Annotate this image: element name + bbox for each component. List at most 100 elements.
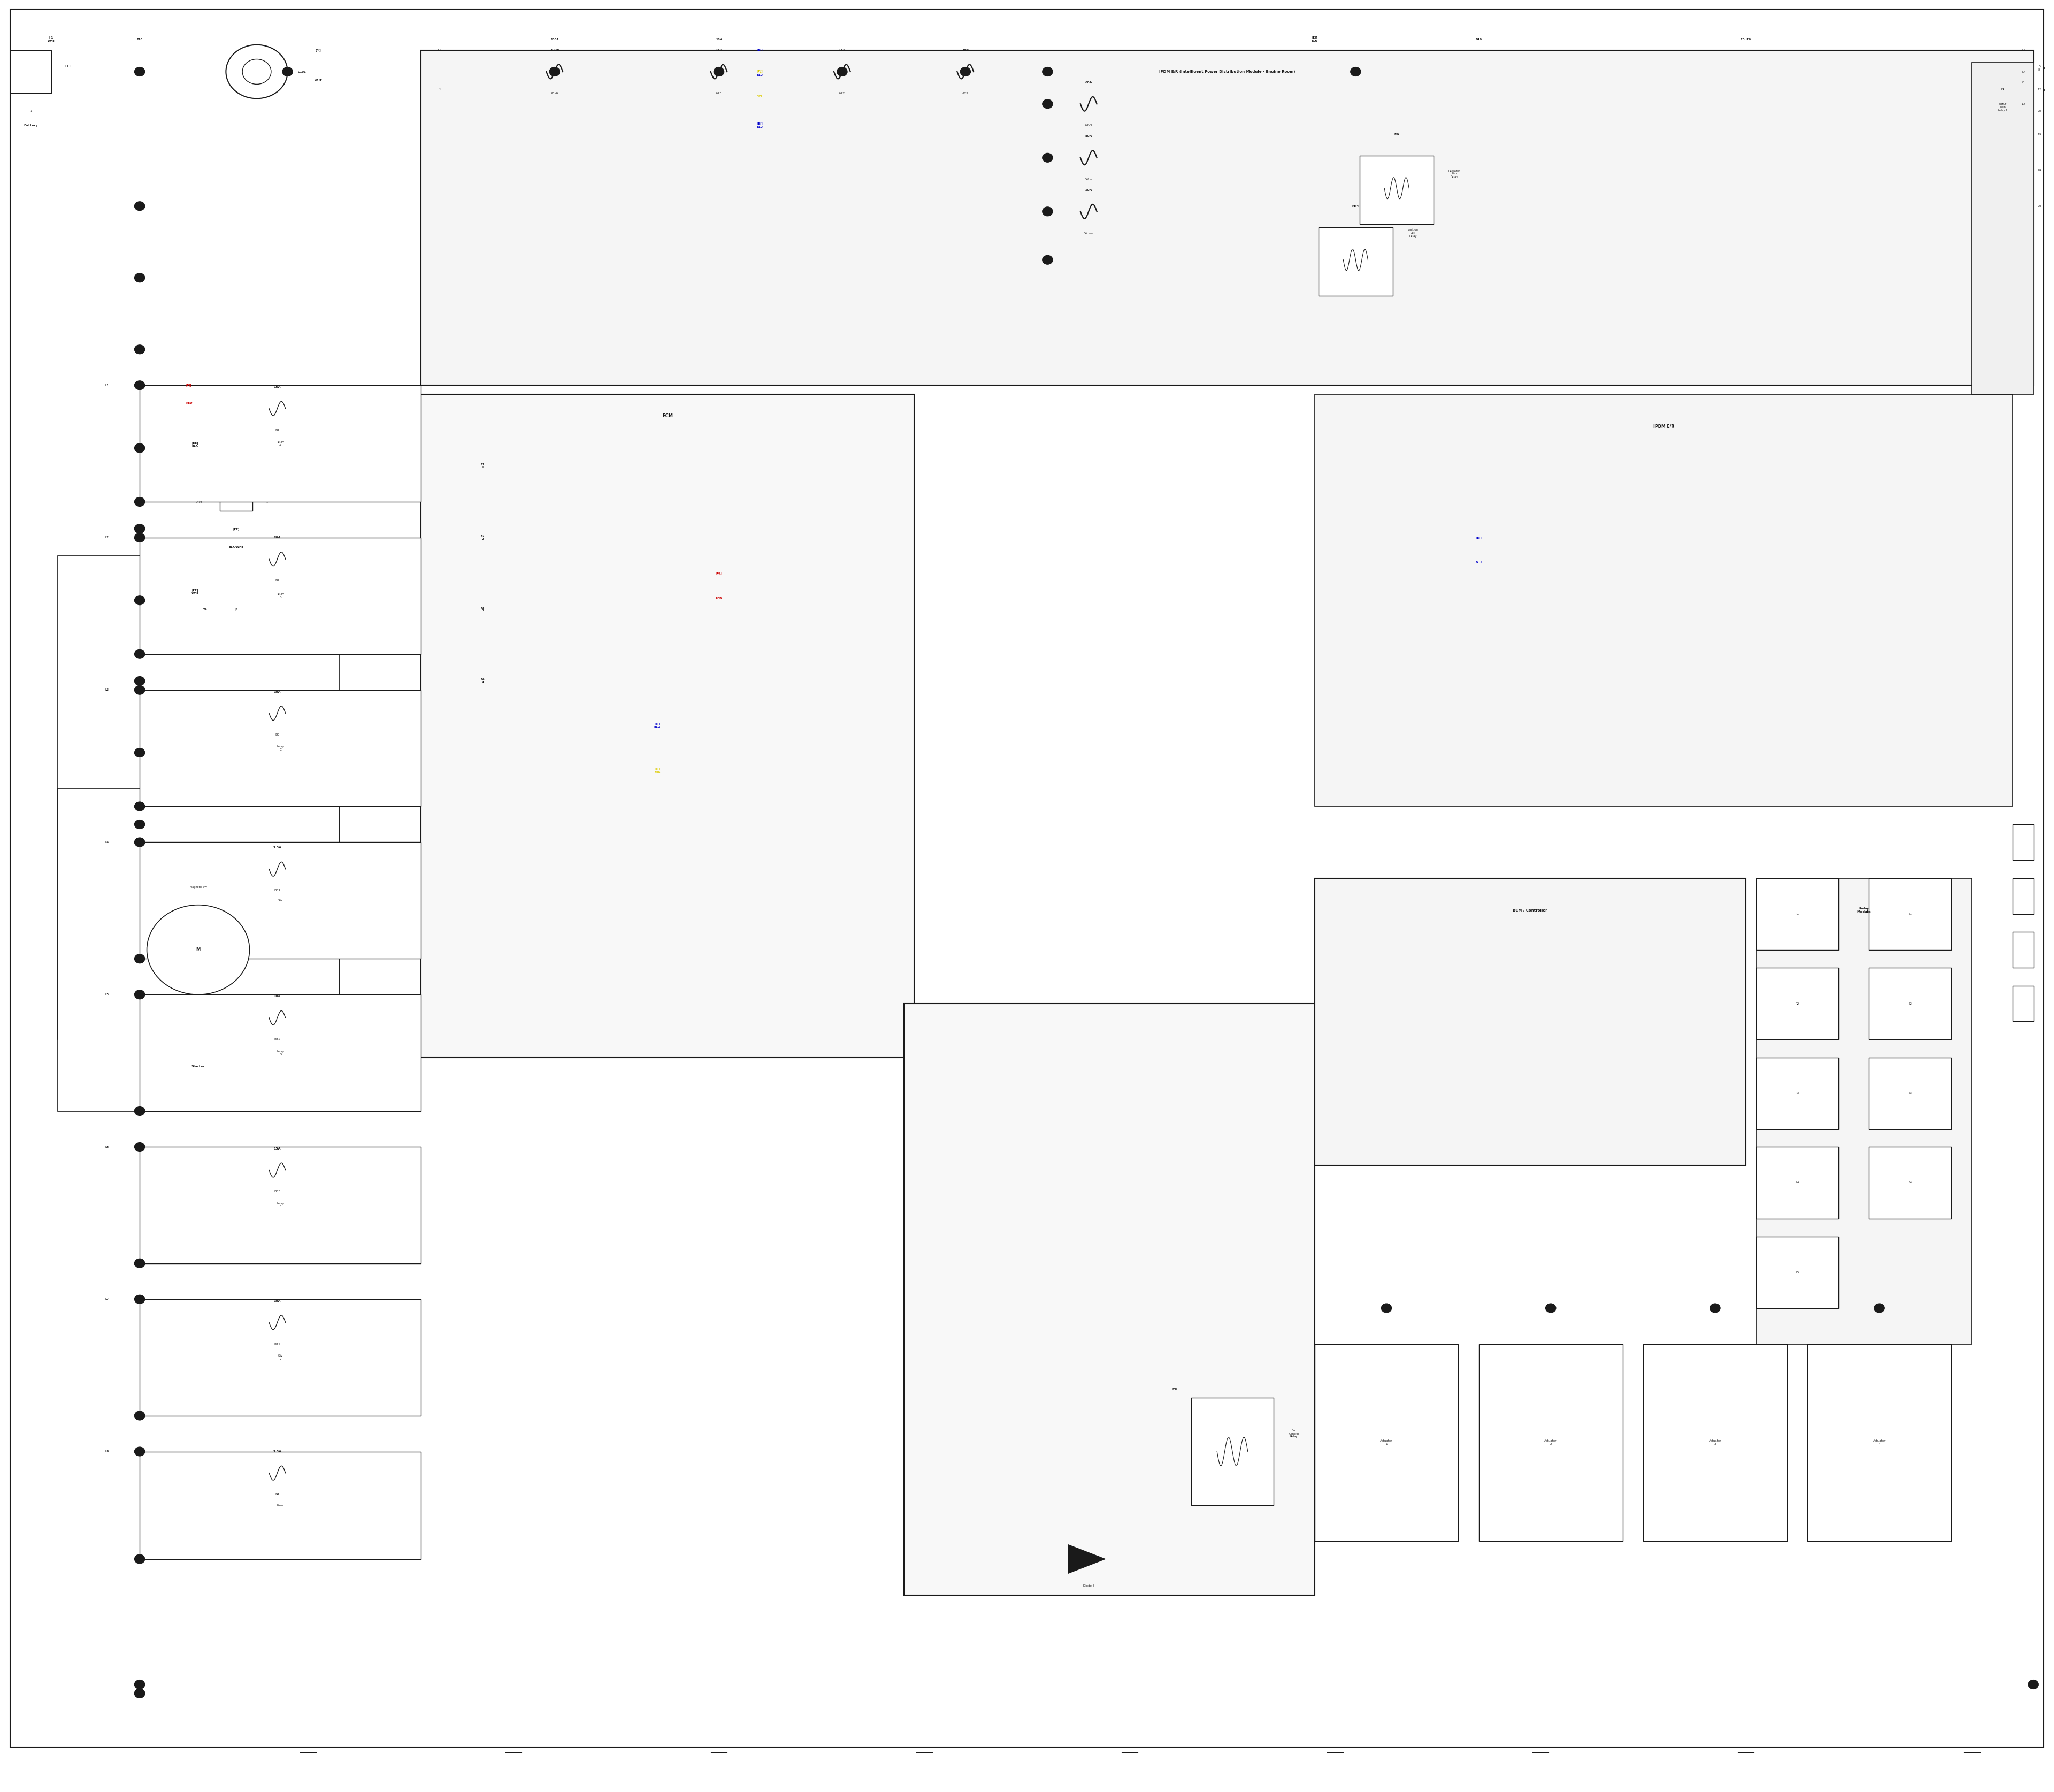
Circle shape [1043,152,1052,161]
Text: 12: 12 [2021,102,2025,106]
Text: R3: R3 [1795,1091,1799,1095]
Bar [2013,824,2033,860]
Text: |1: |1 [234,607,238,611]
Text: S3: S3 [1908,1091,1912,1095]
Circle shape [136,496,144,505]
Text: R2: R2 [1795,1002,1799,1005]
Text: [EJ]: [EJ] [1477,536,1481,539]
Circle shape [136,534,144,541]
Bar [10,50,51,93]
Circle shape [148,905,251,995]
Bar [140,1299,421,1416]
Text: [EJ]
YEL: [EJ] YEL [655,767,659,774]
Text: H1
WHT: H1 WHT [47,36,55,43]
Text: M: M [195,948,201,952]
Text: R1: R1 [1795,912,1799,916]
Text: 12: 12 [2038,88,2042,91]
Text: 100A: 100A [550,48,559,52]
Text: A2-3: A2-3 [1085,124,1093,127]
Text: ECM: ECM [661,414,674,418]
Text: Actuator
1: Actuator 1 [1380,1439,1393,1446]
Text: F3
3: F3 3 [481,606,485,613]
Text: 10A: 10A [273,1299,281,1303]
Text: [EJ]
BLU: [EJ] BLU [756,122,764,129]
Bar [140,1147,421,1263]
Text: A22: A22 [838,91,846,95]
Text: L1: L1 [105,383,109,387]
Text: Relay
E: Relay E [277,1202,283,1208]
Text: 16A: 16A [715,38,723,41]
Text: SW
2: SW 2 [277,1355,283,1360]
Polygon shape [1068,1545,1105,1573]
Text: (+): (+) [66,65,70,68]
Text: 28: 28 [2038,204,2042,208]
Text: Relay
B: Relay B [277,593,283,599]
Text: [EJ]: [EJ] [187,383,191,387]
Text: L6: L6 [105,1145,109,1149]
Bar [421,394,914,1057]
Text: F5  F6: F5 F6 [1742,38,1750,41]
Text: S2: S2 [1908,1002,1912,1005]
Text: B3: B3 [275,733,279,737]
Text: L4: L4 [105,840,109,844]
Bar [1756,1236,1838,1308]
Circle shape [136,443,144,452]
Text: Relay
D: Relay D [277,1050,283,1055]
Text: M8: M8 [1173,1387,1177,1391]
Text: [EJ]
BLU: [EJ] BLU [1310,36,1319,43]
Circle shape [136,344,144,355]
Text: T10: T10 [138,38,142,41]
Text: F1
1: F1 1 [481,462,485,470]
Text: 16A: 16A [715,48,723,52]
Text: [EE]
BLK: [EE] BLK [191,441,199,448]
Text: R4: R4 [1795,1181,1799,1185]
Text: T1: T1 [438,48,442,52]
Text: B1: B1 [275,428,279,432]
Text: Actuator
4: Actuator 4 [1873,1439,1886,1446]
Text: [EJ]: [EJ] [758,48,762,52]
Circle shape [1380,1305,1393,1312]
Bar [58,556,339,1039]
Bar [140,842,421,959]
Circle shape [1545,1305,1557,1312]
Bar [140,538,421,654]
Text: 60A: 60A [1085,81,1093,84]
Bar [1869,1147,1951,1219]
Circle shape [1043,254,1052,263]
Text: A29: A29 [961,91,969,95]
Circle shape [136,595,144,606]
Text: BCM / Controller: BCM / Controller [1514,909,1547,912]
Text: B4: B4 [275,1493,279,1496]
Circle shape [136,685,144,694]
Bar [914,1057,1315,1344]
Text: 7.5A: 7.5A [273,846,281,849]
Circle shape [136,1554,144,1563]
Bar [140,690,421,806]
Text: L8: L8 [105,1450,109,1453]
Circle shape [136,747,144,756]
Bar [1808,1344,1951,1541]
Bar [140,1452,421,1559]
Text: BLK/WHT: BLK/WHT [228,545,244,548]
Bar [1315,394,2013,806]
Text: B31: B31 [273,889,281,892]
Text: 24: 24 [2038,168,2042,172]
Text: M9: M9 [1395,133,1399,136]
Circle shape [136,66,144,75]
Text: BLU: BLU [1475,561,1483,564]
Text: A2-1: A2-1 [1085,177,1093,181]
Text: M44: M44 [1352,204,1360,208]
Text: Actuator
3: Actuator 3 [1709,1439,1721,1446]
Circle shape [136,1106,144,1115]
Text: B32: B32 [273,1038,281,1041]
Text: Diode B: Diode B [1082,1584,1095,1588]
Text: D10: D10 [1475,38,1483,41]
Circle shape [838,66,846,75]
Bar [1479,1344,1623,1541]
Bar [1191,1398,1273,1505]
Bar [1756,1057,1838,1129]
Circle shape [136,1688,144,1697]
Text: IPDM E/R (Intelligent Power Distribution Module - Engine Room): IPDM E/R (Intelligent Power Distribution… [1158,70,1296,73]
Circle shape [961,66,969,75]
Circle shape [1875,1305,1886,1312]
